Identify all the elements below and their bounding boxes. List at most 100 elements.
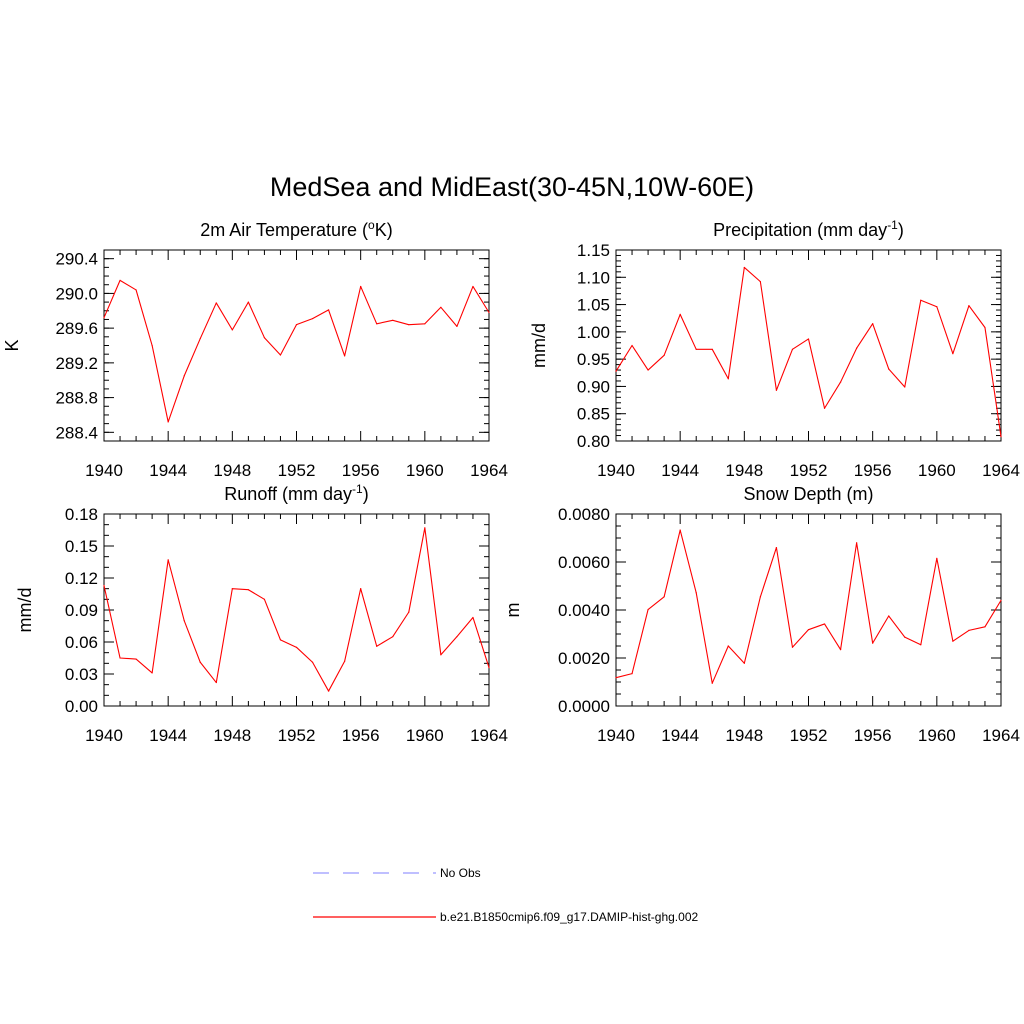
data-point [743,266,745,269]
data-point [440,306,442,308]
x-tick-label: 1940 [85,726,123,745]
y-axis-label: K [2,339,22,351]
panel-snow-depth: 0.0000 0.0020 0.0040 0.0060 0.0080 1940 1944 19… [503,484,1020,745]
data-point [360,588,362,590]
plot-frame [615,513,1002,707]
data-point [119,657,121,659]
data-point [615,370,617,372]
x-tick-label: 1952 [790,461,828,480]
x-tick-label: 1952 [278,726,316,745]
panel-title-sup: -1 [887,218,898,232]
data-point [183,375,185,377]
panel-title-main: Snow Depth (m) [743,484,873,504]
panel-precipitation: 0.80 0.85 0.90 0.95 1.00 1.05 1.10 1.15 1940 1944… [529,218,1020,480]
data-point [807,629,810,631]
series-line [615,266,1002,437]
data-point [472,285,474,288]
panel-air-temperature: 288.4 288.8 289.2 289.6 290.0 290.4 1940 1944 19… [2,218,508,480]
data-point [823,407,826,409]
data-point [360,285,362,288]
y-tick-label: 1.10 [577,268,610,287]
x-tick-label: 1952 [790,726,828,745]
x-tick-label: 1960 [406,726,444,745]
data-point [231,588,233,590]
data-point [376,645,378,647]
data-point [663,596,665,598]
data-point [727,645,729,647]
data-point [791,646,794,648]
panel-title: Runoff (mm day-1) [224,482,368,504]
x-tick-label: 1944 [661,461,699,480]
data-point [376,323,378,325]
x-tick-label: 1964 [470,726,508,745]
data-point [424,527,426,529]
data-point [663,354,665,356]
data-point [807,338,810,340]
data-point [791,348,794,350]
data-point [344,660,346,662]
data-point [856,542,858,544]
series-line [103,279,490,423]
data-point [743,662,745,664]
y-tick-label: 0.80 [577,432,610,451]
x-tick-label: 1948 [213,726,251,745]
y-tick-label: 0.00 [65,697,98,716]
y-tick-label: 289.2 [55,354,98,373]
panel-title-tail: ) [363,484,369,504]
x-tick-label: 1956 [854,726,892,745]
data-point [295,646,298,648]
data-point [472,616,474,619]
y-tick-label: 0.0060 [558,553,610,572]
y-tick-label: 0.90 [577,377,610,396]
panel-title-tail: K) [375,220,393,240]
data-point [327,690,330,692]
panel-title: Snow Depth (m) [743,484,873,504]
y-tick-label: 1.05 [577,296,610,315]
legend-label-no-obs: No Obs [440,866,481,880]
data-point [456,325,458,327]
data-point [327,309,330,311]
data-point [424,323,426,325]
y-tick-label: 290.4 [55,250,98,269]
x-tick-label: 1952 [278,461,316,480]
data-point [952,353,954,355]
data-point [392,319,394,321]
data-point [167,559,169,561]
x-tick-label: 1948 [725,461,763,480]
data-point [647,369,649,371]
data-point [295,324,298,326]
data-point [215,681,217,684]
data-point [888,368,890,370]
data-point [311,661,314,663]
data-point [151,672,153,674]
data-point [952,640,954,642]
data-point [135,289,137,291]
plot-frame [103,513,490,707]
data-point [936,557,938,560]
data-point [151,344,153,347]
data-point [279,354,282,356]
data-point [695,348,697,350]
x-tick-label: 1964 [470,461,508,480]
data-point [247,589,249,591]
data-point [263,598,266,600]
panel-title-sup: -1 [352,482,363,496]
data-point [631,344,633,347]
y-tick-label: 0.0020 [558,649,610,668]
x-tick-label: 1940 [85,461,123,480]
data-point [759,596,761,598]
y-tick-label: 0.06 [65,633,98,652]
series-line [615,529,1002,684]
data-point [888,615,890,617]
y-tick-label: 289.6 [55,319,98,338]
data-point [968,305,970,307]
data-point [727,378,729,380]
data-point [920,644,922,646]
data-point [392,636,394,638]
x-tick-label: 1960 [918,461,956,480]
y-tick-label: 0.18 [65,505,98,524]
x-tick-label: 1944 [149,726,187,745]
panel-title-main: Runoff (mm day [224,484,352,504]
data-point [119,279,121,281]
y-axis-label: m [503,603,523,618]
